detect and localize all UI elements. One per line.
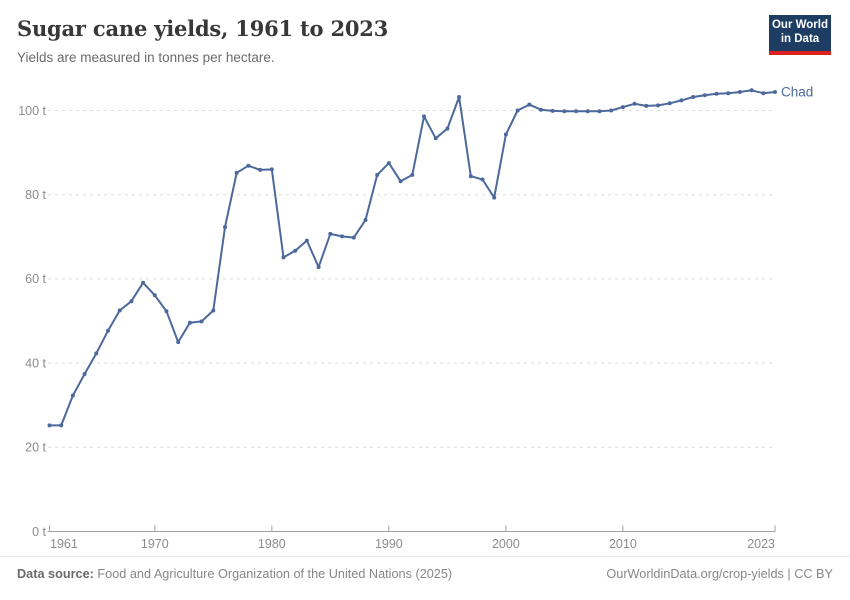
y-tick-label-20: 20 t — [25, 441, 46, 455]
y-axis-labels: 0 t 20 t 40 t 60 t 80 t 100 t — [18, 104, 46, 539]
data-point-1997 — [468, 174, 473, 179]
data-point-2022 — [761, 91, 766, 96]
data-point-1998 — [480, 177, 485, 182]
data-point-2013 — [656, 103, 660, 108]
data-point-2001 — [515, 108, 520, 113]
data-point-1983 — [304, 238, 309, 243]
data-point-1973 — [187, 320, 192, 325]
x-tick-label-1990: 1990 — [375, 537, 403, 551]
chad-series-line — [47, 88, 777, 428]
data-point-1991 — [398, 179, 403, 184]
data-point-1995 — [445, 126, 450, 131]
data-point-1985 — [328, 231, 333, 236]
data-point-2004 — [550, 108, 555, 113]
data-point-2023 — [773, 90, 777, 94]
data-point-1967 — [117, 308, 122, 313]
data-point-2014 — [667, 101, 672, 106]
data-source-note: Data source: Food and Agriculture Organi… — [17, 567, 452, 581]
owid-logo-red-bar — [769, 51, 831, 55]
data-point-1977 — [234, 170, 239, 175]
data-point-1962 — [59, 423, 64, 428]
x-tick-label-2010: 2010 — [609, 537, 637, 551]
data-point-1987 — [351, 235, 356, 240]
data-point-1963 — [70, 393, 75, 398]
x-tick-label-2000: 2000 — [492, 537, 520, 551]
footer-link[interactable]: OurWorldinData.org/crop-yields | CC BY — [606, 567, 833, 581]
data-point-2005 — [562, 109, 567, 114]
data-point-1980 — [269, 167, 274, 172]
x-axis — [47, 525, 776, 532]
owid-logo: Our World in Data — [769, 15, 831, 55]
x-tick-label-1961: 1961 — [50, 537, 78, 551]
data-point-2007 — [585, 109, 590, 114]
page-title: Sugar cane yields, 1961 to 2023 — [17, 16, 389, 41]
data-point-1961 — [47, 423, 52, 428]
data-point-2017 — [702, 93, 707, 98]
data-point-2018 — [714, 91, 719, 96]
data-point-1978 — [246, 163, 251, 168]
y-tick-label-0: 0 t — [32, 525, 46, 539]
data-point-1984 — [316, 265, 321, 270]
data-point-2002 — [527, 102, 532, 107]
data-point-2012 — [644, 103, 649, 108]
data-source-label: Data source: — [17, 567, 94, 581]
data-point-2015 — [679, 98, 684, 103]
data-point-2003 — [539, 107, 543, 112]
data-source-text: Food and Agriculture Organization of the… — [93, 567, 453, 581]
owid-logo-line1: Our World — [771, 19, 828, 31]
data-point-1970 — [152, 293, 157, 298]
data-point-2009 — [609, 108, 614, 113]
x-tick-label-2023: 2023 — [747, 537, 775, 551]
data-point-1989 — [375, 172, 380, 177]
x-axis-labels: 1961 1970 1980 1990 2000 2010 2023 — [50, 537, 775, 551]
data-point-1999 — [492, 195, 497, 200]
data-point-1979 — [258, 167, 263, 172]
chart-subtitle: Yields are measured in tonnes per hectar… — [17, 50, 275, 65]
data-point-1992 — [410, 172, 415, 177]
data-point-1964 — [82, 372, 87, 376]
data-point-2021 — [749, 88, 754, 93]
owid-logo-line2: in Data — [780, 33, 820, 45]
y-tick-label-60: 60 t — [25, 272, 46, 286]
data-point-1988 — [363, 218, 368, 222]
gridlines — [48, 110, 773, 448]
data-point-1974 — [199, 319, 204, 324]
data-point-1969 — [141, 280, 146, 285]
data-point-2016 — [691, 95, 696, 99]
data-point-1986 — [340, 234, 345, 239]
x-tick-label-1970: 1970 — [141, 537, 169, 551]
data-point-1966 — [106, 328, 110, 333]
data-point-2000 — [503, 132, 508, 137]
data-point-1968 — [129, 299, 134, 304]
data-point-1990 — [386, 161, 391, 166]
x-tick-label-1980: 1980 — [258, 537, 286, 551]
entity-label-chad: Chad — [781, 84, 813, 99]
data-point-2019 — [726, 91, 731, 96]
data-point-2010 — [620, 105, 625, 110]
y-tick-label-100: 100 t — [18, 104, 46, 118]
data-point-1975 — [211, 308, 216, 313]
data-point-1994 — [433, 136, 438, 141]
data-point-1971 — [164, 309, 169, 314]
footer-divider — [0, 556, 850, 557]
data-point-1972 — [176, 340, 181, 345]
data-point-1996 — [457, 95, 462, 99]
data-point-2020 — [737, 90, 742, 94]
data-point-2011 — [632, 101, 637, 106]
y-tick-label-80: 80 t — [25, 188, 46, 202]
data-point-1993 — [422, 114, 426, 119]
data-point-1981 — [281, 255, 286, 260]
data-point-1982 — [293, 248, 298, 253]
chad-line — [49, 89, 776, 427]
data-point-1965 — [94, 351, 99, 356]
y-tick-label-40: 40 t — [25, 356, 46, 370]
data-point-2008 — [597, 109, 602, 114]
data-point-1976 — [223, 225, 227, 230]
data-point-2006 — [574, 109, 579, 114]
